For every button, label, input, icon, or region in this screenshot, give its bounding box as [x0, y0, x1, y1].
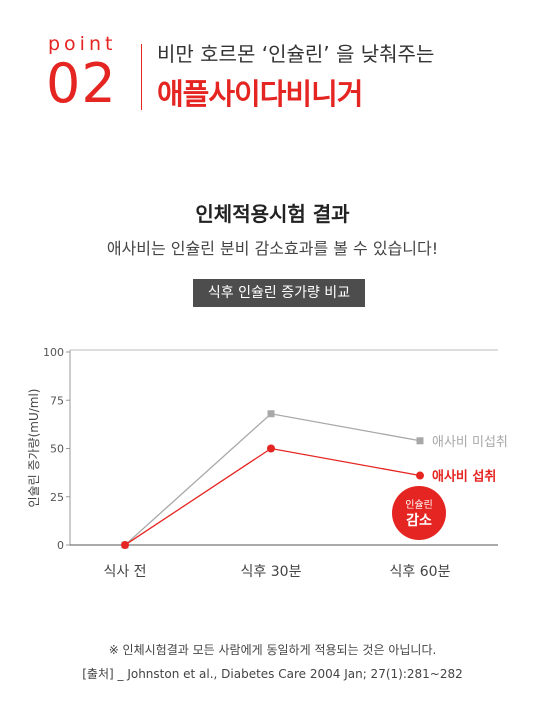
section-description: 애사비는 인슐린 분비 감소효과를 볼 수 있습니다!: [106, 239, 439, 258]
header-subtitle: 비만 호르몬 ‘인슐린’ 을 낮춰주는: [157, 42, 435, 66]
x-category-label: 식사 전: [103, 564, 146, 580]
section-title: 인체적용시험 결과: [195, 202, 350, 226]
series-point-1: [267, 410, 275, 418]
series-point-2: [416, 471, 424, 480]
reduction-bubble-line1: 인슐린: [405, 499, 433, 511]
series-line-1: [124, 413, 421, 546]
y-tick-label: 25: [50, 491, 64, 504]
y-tick-label: 50: [50, 443, 64, 456]
y-axis-label: 인슐린 증가량(mU/ml): [27, 389, 41, 508]
y-tick-label: 75: [50, 394, 64, 407]
series-label-2: 애사비 섭취: [432, 469, 496, 485]
reduction-bubble-line2: 감소: [406, 512, 432, 529]
series-point-2: [267, 444, 275, 453]
header-headline: 애플사이다비니거: [157, 77, 363, 111]
chart-badge: 식후 인슐린 증가량 비교: [193, 279, 365, 307]
series-label-1: 애사비 미섭취: [432, 435, 508, 450]
reduction-bubble: [392, 486, 446, 540]
source-citation: [출처] _ Johnston et al., Diabetes Care 20…: [82, 667, 463, 681]
header-divider: [141, 44, 142, 110]
y-tick-label: 0: [57, 539, 64, 552]
series-point-2: [121, 541, 129, 549]
point-number: 02: [46, 52, 117, 115]
disclaimer-note: ※ 인체시험결과 모든 사람에게 동일하게 적용되는 것은 아닙니다.: [108, 643, 437, 657]
y-tick-label: 100: [43, 346, 64, 359]
point-label: point: [48, 33, 117, 55]
x-category-label: 식후 30분: [241, 564, 302, 580]
series-point-1: [416, 437, 424, 445]
x-category-label: 식후 60분: [390, 564, 451, 580]
series-line-2: [124, 447, 421, 546]
